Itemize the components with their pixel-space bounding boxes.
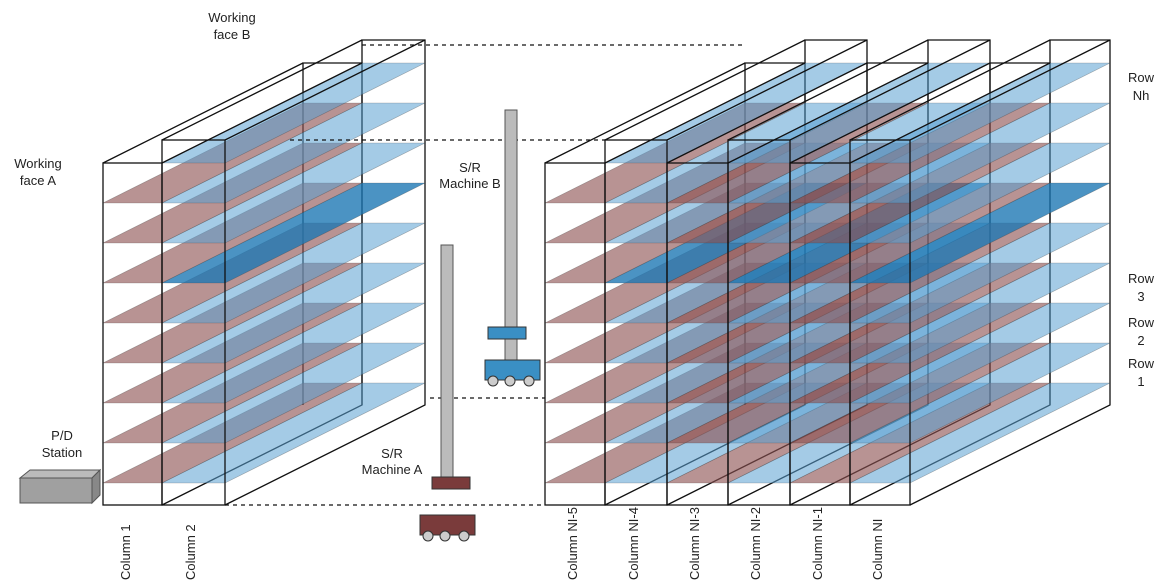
diagram: Workingface B Workingface A S/RMachine B… — [0, 0, 1164, 585]
label-line: Row — [1128, 271, 1155, 286]
column-label: Column 2 — [183, 524, 198, 580]
label-line: Row — [1128, 356, 1155, 371]
label-line: Machine A — [362, 462, 423, 477]
mast — [441, 245, 453, 480]
pd-station-label: P/D Station — [42, 428, 82, 460]
label-line: P/D — [51, 428, 73, 443]
label-line: Row — [1128, 315, 1155, 330]
pd-station-box — [20, 470, 100, 503]
label-line: face B — [214, 27, 251, 42]
carriage — [488, 327, 526, 339]
rack-front — [103, 163, 162, 505]
column-label: Column NI-2 — [748, 507, 763, 580]
sr-machine-b — [485, 110, 540, 386]
column-labels: Column 1 Column 2 Column NI-5 Column NI-4 Co… — [118, 507, 885, 580]
column-label: Column NI-4 — [626, 507, 641, 580]
rack-front — [545, 163, 605, 505]
row-labels: Row Nh Row 3 Row 2 Row 1 — [1128, 70, 1155, 389]
wheel — [423, 531, 433, 541]
row-label: Row 3 — [1128, 271, 1155, 304]
wheel — [524, 376, 534, 386]
label-line: 1 — [1137, 374, 1144, 389]
working-face-b: Working face B — [208, 10, 255, 42]
page: Workingface B Workingface A S/RMachine B… — [0, 0, 1164, 585]
column-label: Column NI — [870, 519, 885, 580]
label-line: Working — [14, 156, 61, 171]
label-line: Nh — [1133, 88, 1150, 103]
column-label: Column 1 — [118, 524, 133, 580]
column-label: Column NI-3 — [687, 507, 702, 580]
racks — [103, 40, 1110, 505]
label-line: Station — [42, 445, 82, 460]
label-line: Row — [1128, 70, 1155, 85]
label-line: S/R — [381, 446, 403, 461]
working-face-a: Working face A — [14, 156, 61, 188]
label-line: Machine B — [439, 176, 500, 191]
wheel — [459, 531, 469, 541]
row-label: Row Nh — [1128, 70, 1155, 103]
wheel — [505, 376, 515, 386]
sr-machine-a — [420, 245, 475, 541]
label-line: 2 — [1137, 333, 1144, 348]
label-line: 3 — [1137, 289, 1144, 304]
label-line: face A — [20, 173, 56, 188]
row-label: Row 1 — [1128, 356, 1155, 389]
column-label: Column NI-1 — [810, 507, 825, 580]
label-line: Working — [208, 10, 255, 25]
mast — [505, 110, 517, 360]
wheel — [488, 376, 498, 386]
carriage — [432, 477, 470, 489]
label-line: S/R — [459, 160, 481, 175]
wheel — [440, 531, 450, 541]
row-label: Row 2 — [1128, 315, 1155, 348]
column-label: Column NI-5 — [565, 507, 580, 580]
